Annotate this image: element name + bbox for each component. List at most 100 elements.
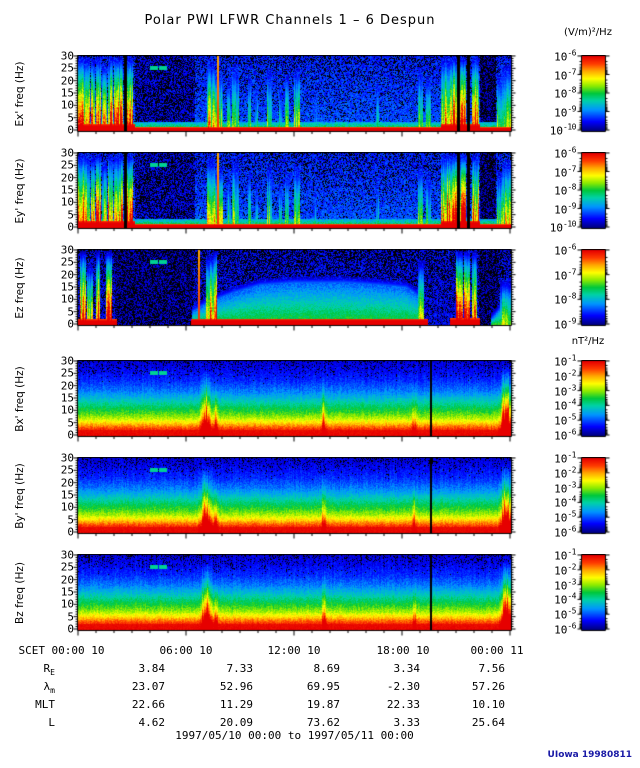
colorbar-tick-label: 10-6 <box>554 48 576 64</box>
colorbar-ez <box>572 249 618 333</box>
colorbar-bx <box>572 360 618 444</box>
ephemeris-row-label-λ: λm <box>43 680 55 696</box>
ephemeris-value: 3.34 <box>393 662 421 675</box>
ephemeris-value: 4.62 <box>138 716 166 729</box>
freq-tick-label: 20 <box>60 268 74 282</box>
freq-tick-label: 10 <box>60 98 74 112</box>
spectrogram-canvas-bx <box>71 360 518 444</box>
colorbar-tick-label: 10-1 <box>554 353 576 369</box>
freq-tick-label: 20 <box>60 476 74 490</box>
spectrogram-canvas-ex <box>71 55 518 139</box>
freq-tick-label: 10 <box>60 500 74 514</box>
ephemeris-value: 11.29 <box>219 698 253 711</box>
colorbar-tick-label: 10-6 <box>554 242 576 258</box>
freq-tick-label: 5 <box>42 111 74 124</box>
colorbar-tick-label: 10-5 <box>554 509 576 525</box>
freq-tick-label: 0 <box>42 429 74 442</box>
colorbar-tick-label: 10-6 <box>554 145 576 161</box>
freq-tick-label: 15 <box>60 585 74 599</box>
colorbar-tick-label: 10-6 <box>554 524 576 540</box>
freq-tick-label: 5 <box>42 208 74 221</box>
spectrogram-canvas-ey <box>71 152 518 236</box>
colorbar-tick-label: 10-10 <box>549 219 577 235</box>
credit-label: UIowa 19980811 <box>547 750 632 760</box>
colorbar-unit-magnetic: nT²/Hz <box>571 336 605 347</box>
ephemeris-value: 22.33 <box>386 698 420 711</box>
freq-tick-label: 25 <box>60 463 74 477</box>
ephemeris-value: 57.26 <box>471 680 505 693</box>
colorbar-tick-label: 10-4 <box>554 398 576 413</box>
ephemeris-value: 3.84 <box>138 662 166 675</box>
ephemeris-value: 20.09 <box>219 716 253 729</box>
time-tick-label: 06:00 10 <box>159 644 213 657</box>
ephemeris-value: 3.33 <box>393 716 421 729</box>
colorbar-tick-label: 10-5 <box>554 412 576 428</box>
freq-tick-label: 0 <box>42 623 74 636</box>
colorbar-tick-label: 10-3 <box>554 577 576 592</box>
ephemeris-value: 7.33 <box>226 662 254 675</box>
page-title: Polar PWI LFWR Channels 1 – 6 Despun <box>144 13 436 28</box>
freq-tick-label: 0 <box>42 124 74 137</box>
colorbar-tick-label: 10-1 <box>554 450 576 466</box>
axis-label-ey: Ey' freq (Hz) <box>14 158 26 223</box>
ephemeris-value: 52.96 <box>219 680 253 693</box>
ephemeris-value: 69.95 <box>306 680 340 693</box>
ephemeris-value: 19.87 <box>306 698 340 711</box>
freq-tick-label: 5 <box>42 305 74 318</box>
freq-tick-label: 20 <box>60 379 74 393</box>
freq-tick-label: 25 <box>60 61 74 75</box>
time-tick-label: 12:00 10 <box>267 644 321 657</box>
colorbar-tick-label: 10-5 <box>554 606 576 622</box>
freq-tick-label: 20 <box>60 171 74 185</box>
freq-tick-label: 5 <box>42 513 74 526</box>
freq-tick-label: 0 <box>42 221 74 234</box>
freq-tick-label: 15 <box>60 280 74 294</box>
axis-label-ex: Ex' freq (Hz) <box>14 61 26 126</box>
freq-tick-label: 15 <box>60 183 74 197</box>
freq-tick-label: 30 <box>60 548 74 562</box>
colorbar-by <box>572 457 618 541</box>
colorbar-tick-label: 10-9 <box>554 201 576 216</box>
axis-label-by: By' freq (Hz) <box>14 462 26 529</box>
freq-tick-label: 30 <box>60 49 74 63</box>
colorbar-tick-label: 10-2 <box>554 368 576 384</box>
colorbar-tick-label: 10-7 <box>554 164 576 179</box>
ephemeris-row-label-l: L <box>48 716 55 729</box>
colorbar-tick-label: 10-4 <box>554 495 576 510</box>
freq-tick-label: 0 <box>42 318 74 331</box>
axis-label-ez: Ez freq (Hz) <box>14 256 26 319</box>
ephemeris-row-label-r: RE <box>43 662 55 678</box>
spectrogram-canvas-bz <box>71 554 518 638</box>
colorbar-tick-label: 10-2 <box>554 465 576 481</box>
time-tick-label: 18:00 10 <box>376 644 430 657</box>
colorbar-tick-label: 10-2 <box>554 562 576 578</box>
freq-tick-label: 30 <box>60 354 74 368</box>
colorbar-ex <box>572 55 618 139</box>
freq-tick-label: 25 <box>60 158 74 172</box>
freq-tick-label: 0 <box>42 526 74 539</box>
colorbar-tick-label: 10-4 <box>554 592 576 607</box>
freq-tick-label: 25 <box>60 366 74 380</box>
colorbar-tick-label: 10-6 <box>554 621 576 637</box>
ephemeris-value: 7.56 <box>478 662 506 675</box>
freq-tick-label: 20 <box>60 573 74 587</box>
scet-row-label: SCET <box>18 644 46 657</box>
freq-tick-label: 30 <box>60 451 74 465</box>
spectrogram-canvas-ez <box>71 249 518 333</box>
colorbar-tick-label: 10-3 <box>554 480 576 495</box>
axis-label-bx: Bx' freq (Hz) <box>14 365 26 432</box>
freq-tick-label: 10 <box>60 292 74 306</box>
freq-tick-label: 30 <box>60 146 74 160</box>
axis-label-bz: Bz freq (Hz) <box>14 561 26 624</box>
time-tick-label: 00:00 10 <box>51 644 105 657</box>
ephemeris-row-label-mlt: MLT <box>35 698 55 711</box>
freq-tick-label: 15 <box>60 488 74 502</box>
freq-tick-label: 15 <box>60 86 74 100</box>
ephemeris-value: -2.30 <box>386 680 420 693</box>
date-range-label: 1997/05/10 00:00 to 1997/05/11 00:00 <box>175 729 414 742</box>
colorbar-tick-label: 10-8 <box>554 182 576 198</box>
colorbar-tick-label: 10-9 <box>554 316 576 332</box>
freq-tick-label: 10 <box>60 597 74 611</box>
ephemeris-value: 10.10 <box>471 698 505 711</box>
